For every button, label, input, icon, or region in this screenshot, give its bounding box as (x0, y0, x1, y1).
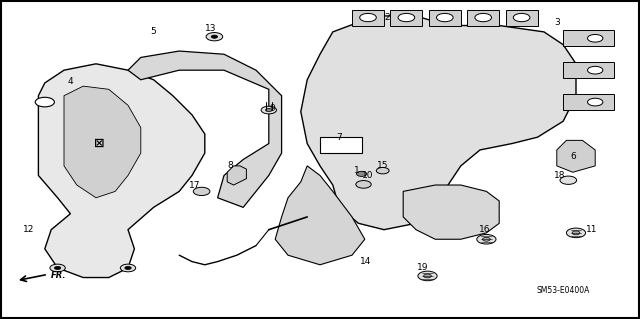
Text: ⊠: ⊠ (94, 137, 104, 150)
Circle shape (42, 100, 48, 104)
Polygon shape (38, 64, 205, 278)
Circle shape (483, 237, 490, 241)
Text: 3: 3 (554, 18, 559, 27)
Text: 18: 18 (554, 171, 566, 180)
Text: FR.: FR. (51, 271, 67, 279)
Circle shape (356, 171, 367, 176)
Text: 8: 8 (228, 161, 233, 170)
Circle shape (513, 13, 530, 22)
Text: 11: 11 (586, 225, 598, 234)
Polygon shape (352, 10, 384, 26)
Circle shape (588, 34, 603, 42)
Circle shape (266, 108, 272, 112)
Polygon shape (227, 166, 246, 185)
Circle shape (120, 264, 136, 272)
Text: 5: 5 (151, 27, 156, 36)
Text: 15: 15 (377, 161, 388, 170)
Circle shape (588, 66, 603, 74)
Text: 1: 1 (355, 166, 360, 175)
Text: 14: 14 (360, 257, 372, 266)
Circle shape (475, 13, 492, 22)
Text: 9: 9 (269, 104, 275, 113)
Circle shape (37, 98, 52, 106)
Polygon shape (64, 86, 141, 198)
Text: 4: 4 (68, 77, 73, 86)
Text: 13: 13 (205, 24, 217, 33)
Polygon shape (467, 10, 499, 26)
Polygon shape (403, 185, 499, 239)
Polygon shape (275, 166, 365, 265)
Circle shape (588, 98, 603, 106)
FancyBboxPatch shape (320, 137, 362, 153)
Polygon shape (301, 16, 576, 230)
Polygon shape (563, 62, 614, 78)
Circle shape (50, 264, 65, 272)
Circle shape (356, 181, 371, 188)
Polygon shape (429, 10, 461, 26)
Circle shape (418, 271, 437, 281)
Text: SM53-E0400A: SM53-E0400A (536, 286, 590, 295)
Circle shape (261, 106, 276, 114)
Circle shape (206, 33, 223, 41)
Circle shape (54, 266, 61, 270)
Circle shape (572, 231, 580, 235)
Text: 6: 6 (570, 152, 575, 161)
Circle shape (477, 234, 496, 244)
Circle shape (35, 97, 54, 107)
Text: 7: 7 (337, 133, 342, 142)
Circle shape (360, 13, 376, 22)
Text: 12: 12 (23, 225, 35, 234)
Polygon shape (506, 10, 538, 26)
Circle shape (376, 167, 389, 174)
Circle shape (560, 176, 577, 184)
Polygon shape (563, 30, 614, 46)
Text: 2: 2 (385, 13, 390, 22)
Circle shape (424, 274, 431, 278)
Text: 16: 16 (479, 225, 491, 234)
Circle shape (398, 13, 415, 22)
Circle shape (193, 187, 210, 196)
Circle shape (211, 35, 218, 38)
Polygon shape (128, 51, 282, 207)
Polygon shape (390, 10, 422, 26)
Circle shape (125, 266, 131, 270)
Polygon shape (563, 94, 614, 110)
Circle shape (566, 228, 586, 238)
Text: 17: 17 (189, 181, 201, 189)
Text: 10: 10 (362, 171, 374, 180)
Polygon shape (557, 140, 595, 172)
Circle shape (436, 13, 453, 22)
Text: 19: 19 (417, 263, 428, 272)
